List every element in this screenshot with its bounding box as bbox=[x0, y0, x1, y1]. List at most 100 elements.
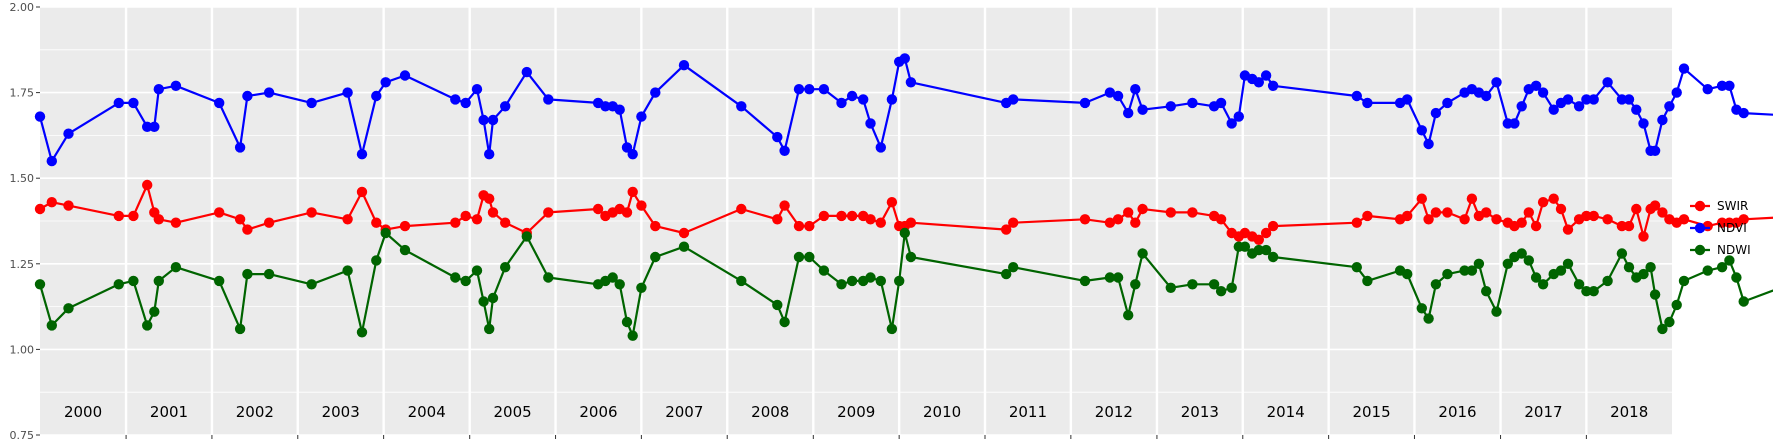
data-point-swir bbox=[1623, 220, 1635, 232]
legend: SWIR NDVI NDWI bbox=[1690, 199, 1751, 257]
year-label: 2018 bbox=[1610, 403, 1648, 421]
data-point-ndvi bbox=[1423, 138, 1434, 150]
data-point-ndwi bbox=[779, 316, 790, 328]
year-label: 2001 bbox=[150, 403, 188, 421]
data-point-ndvi bbox=[1362, 97, 1373, 109]
data-point-ndwi bbox=[1165, 282, 1177, 293]
data-point-ndwi bbox=[1731, 272, 1742, 283]
data-point-ndvi bbox=[450, 94, 461, 105]
year-label: 2010 bbox=[923, 403, 961, 421]
year-label: 2000 bbox=[64, 403, 102, 421]
data-point-ndwi bbox=[356, 327, 368, 338]
y-tick-label: 1.00 bbox=[10, 343, 35, 356]
data-point-ndwi bbox=[399, 244, 411, 256]
data-point-swir bbox=[627, 186, 638, 198]
data-point-ndwi bbox=[460, 275, 471, 287]
data-point-ndwi bbox=[1581, 286, 1592, 297]
data-point-ndvi bbox=[818, 84, 830, 95]
data-point-ndwi bbox=[1645, 262, 1656, 273]
data-point-ndwi bbox=[1137, 248, 1148, 259]
data-point-ndvi bbox=[1481, 90, 1492, 102]
data-point-swir bbox=[1137, 203, 1148, 215]
data-point-ndwi bbox=[1623, 262, 1635, 273]
legend-item-swir: SWIR bbox=[1690, 199, 1748, 213]
data-point-ndwi bbox=[1402, 268, 1413, 280]
data-point-ndwi bbox=[242, 268, 253, 280]
data-point-ndvi bbox=[1112, 90, 1124, 102]
data-point-ndwi bbox=[1079, 275, 1091, 287]
data-point-swir bbox=[1548, 193, 1559, 204]
data-point-swir bbox=[356, 186, 368, 198]
data-point-swir bbox=[865, 214, 876, 225]
data-point-swir bbox=[1130, 217, 1141, 228]
data-point-ndvi bbox=[1664, 101, 1675, 112]
data-point-swir bbox=[1104, 217, 1116, 228]
data-point-ndvi bbox=[1537, 87, 1549, 98]
data-point-ndvi bbox=[263, 87, 275, 98]
data-point-ndvi bbox=[1702, 84, 1713, 95]
data-point-ndwi bbox=[263, 268, 275, 280]
data-point-swir bbox=[487, 207, 499, 218]
data-point-ndwi bbox=[46, 320, 57, 331]
year-label: 2015 bbox=[1352, 403, 1390, 421]
data-point-swir bbox=[142, 179, 153, 191]
data-point-swir bbox=[886, 197, 898, 208]
year-label: 2008 bbox=[751, 403, 789, 421]
data-point-swir bbox=[234, 214, 246, 225]
data-point-swir bbox=[263, 217, 275, 228]
data-point-swir bbox=[1638, 231, 1649, 242]
data-point-swir bbox=[1215, 214, 1227, 225]
data-point-ndvi bbox=[1602, 77, 1613, 88]
data-point-ndvi bbox=[779, 145, 790, 156]
year-label: 2003 bbox=[322, 403, 360, 421]
data-point-ndwi bbox=[1664, 316, 1675, 328]
data-point-ndvi bbox=[1165, 101, 1177, 112]
data-point-ndwi bbox=[1123, 310, 1134, 321]
data-point-ndvi bbox=[858, 94, 869, 105]
data-point-swir bbox=[113, 210, 125, 222]
data-point-swir bbox=[1530, 220, 1542, 232]
data-point-swir bbox=[736, 203, 747, 215]
data-point-swir bbox=[1555, 203, 1567, 215]
data-point-swir bbox=[484, 193, 495, 204]
data-point-ndvi bbox=[1491, 77, 1502, 88]
legend-item-ndwi: NDWI bbox=[1690, 243, 1751, 257]
data-point-swir bbox=[905, 217, 917, 228]
data-point-swir bbox=[460, 210, 471, 222]
data-point-ndwi bbox=[214, 275, 225, 287]
y-tick-label: 1.25 bbox=[10, 258, 35, 271]
data-point-ndwi bbox=[543, 272, 554, 283]
data-point-ndwi bbox=[1702, 265, 1713, 276]
year-label: 2011 bbox=[1009, 403, 1047, 421]
data-point-ndvi bbox=[1548, 104, 1559, 115]
y-axis: 0.75 1.00 1.25 1.50 1.75 2.00 bbox=[10, 1, 1587, 442]
data-point-ndvi bbox=[521, 66, 532, 78]
data-point-ndvi bbox=[34, 111, 46, 122]
data-point-swir bbox=[650, 220, 661, 232]
data-point-ndwi bbox=[836, 279, 847, 290]
data-point-ndvi bbox=[1724, 80, 1735, 92]
data-point-ndvi bbox=[380, 77, 391, 88]
data-point-swir bbox=[1466, 193, 1478, 204]
data-point-ndvi bbox=[886, 94, 898, 105]
data-point-ndwi bbox=[846, 275, 858, 287]
data-point-ndwi bbox=[1716, 262, 1728, 273]
data-point-swir bbox=[471, 214, 483, 225]
data-point-ndvi bbox=[600, 101, 611, 112]
year-label: 2007 bbox=[665, 403, 703, 421]
data-point-swir bbox=[1123, 207, 1134, 218]
data-point-ndvi bbox=[1267, 80, 1279, 92]
data-point-ndvi bbox=[736, 101, 747, 112]
year-label: 2004 bbox=[408, 403, 446, 421]
data-point-swir bbox=[1001, 224, 1012, 235]
data-point-ndwi bbox=[1208, 279, 1220, 290]
data-point-swir bbox=[772, 214, 783, 225]
data-point-ndwi bbox=[1239, 241, 1251, 252]
year-label: 2006 bbox=[579, 403, 617, 421]
data-point-ndvi bbox=[234, 142, 246, 153]
data-point-ndwi bbox=[1638, 268, 1649, 280]
data-point-ndwi bbox=[678, 241, 690, 252]
data-point-ndvi bbox=[478, 114, 489, 126]
data-point-swir bbox=[875, 217, 886, 228]
